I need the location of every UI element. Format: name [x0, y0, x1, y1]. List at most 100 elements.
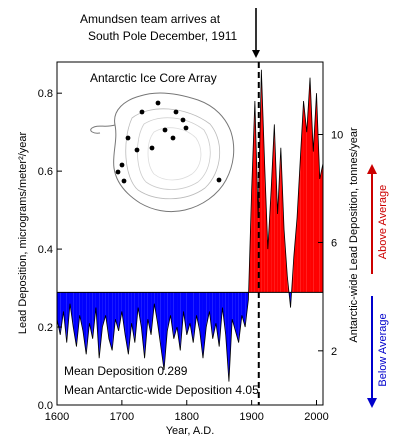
below-average-area [63, 292, 67, 343]
antarctica-outline [113, 92, 235, 213]
below-average-area [241, 292, 246, 328]
below-average-area [144, 292, 148, 359]
below-average-area [99, 292, 103, 359]
y-right-tick-label: 10 [331, 129, 343, 141]
above-average-area [267, 190, 272, 293]
ice-core-site-dot [149, 145, 155, 151]
above-average-label: Above Average [377, 185, 389, 259]
y-axis-left-label: Lead Deposition, micrograms/meter²/year [17, 131, 29, 334]
below-average-area [170, 292, 174, 339]
above-average-area [251, 100, 255, 293]
map-contour-1 [125, 108, 221, 200]
below-average-area [177, 292, 181, 351]
ice-core-site-dot [115, 169, 121, 175]
below-average-area [118, 292, 122, 331]
below-average-area [79, 292, 83, 331]
x-tick-label: 2000 [304, 411, 328, 423]
below-average-area [238, 292, 242, 343]
below-average-area [73, 292, 77, 347]
above-average-area [264, 163, 268, 293]
ice-core-site-dot [173, 109, 179, 115]
mean-deposition-label: Mean Deposition 0.289 [64, 364, 188, 378]
y-axis-left-ticks: 0.0 0.2 0.4 0.6 0.8 [38, 88, 62, 412]
below-average-label: Below Average [377, 313, 389, 386]
below-average-area [212, 292, 216, 339]
below-average-area [199, 292, 203, 359]
above-average-area [274, 124, 278, 293]
y-left-tick-label: 0.6 [38, 166, 53, 178]
below-average-area [206, 292, 210, 328]
below-average-area [82, 292, 87, 355]
ice-core-site-dot [121, 178, 127, 184]
ice-core-site-dot [139, 109, 145, 115]
deposition-line [56, 69, 324, 382]
map-contour-3 [147, 127, 202, 181]
below-average-area [235, 292, 239, 343]
above-average-indicator: Above Average [367, 164, 389, 274]
below-average-area [138, 292, 142, 328]
below-average-area [173, 292, 178, 339]
above-average-area [271, 124, 275, 293]
below-average-area [60, 292, 64, 335]
below-average-area [128, 292, 132, 355]
ice-core-site-dot [170, 135, 176, 141]
ice-core-site-dot [183, 125, 189, 131]
below-average-area [183, 292, 187, 335]
above-average-area [310, 77, 314, 293]
y-left-tick-label: 0.0 [38, 400, 53, 412]
below-average-area [215, 292, 220, 347]
y-left-tick-label: 0.2 [38, 322, 53, 334]
x-axis-ticks: 1600 1700 1800 1900 2000 [45, 400, 329, 423]
event-annotation-line-1: Amundsen team arrives at [80, 12, 221, 26]
x-tick-label: 1600 [45, 411, 69, 423]
below-average-indicator: Below Average [367, 296, 389, 408]
below-average-area [157, 292, 161, 347]
above-average-area [319, 163, 323, 293]
ice-core-map-inset: Antarctic Ice Core Array [90, 71, 235, 213]
below-average-area [131, 292, 135, 343]
above-average-area [306, 77, 311, 293]
above-average-area [293, 217, 298, 293]
plot-frame [56, 61, 324, 406]
above-average-area [316, 93, 320, 293]
below-average-area [105, 292, 109, 339]
y-axis-right-ticks: 2 6 10 [318, 129, 343, 358]
x-tick-label: 1900 [239, 411, 263, 423]
below-average-area [190, 292, 194, 343]
mean-antarctic-label: Mean Antarctic-wide Deposition 4.05 [64, 383, 259, 397]
above-average-area [303, 100, 307, 293]
x-tick-label: 1700 [110, 411, 134, 423]
ice-core-site-dot [216, 177, 222, 183]
ice-core-site-dot [134, 147, 140, 153]
above-average-area [254, 100, 259, 293]
below-average-area [112, 292, 116, 351]
above-average-area [277, 147, 281, 293]
below-average-area [147, 292, 152, 335]
below-average-area [222, 292, 226, 335]
y-left-tick-label: 0.4 [38, 244, 53, 256]
antarctic-peninsula [90, 124, 116, 134]
below-average-area [164, 292, 168, 370]
below-average-area [196, 292, 200, 331]
below-average-area [167, 292, 171, 331]
inset-label: Antarctic Ice Core Array [90, 71, 217, 85]
below-average-area [57, 292, 61, 335]
above-average-area [280, 147, 285, 293]
y-axis-right-label: Antarctic-wide Lead Deposition, tonnes/y… [348, 127, 360, 343]
below-average-area [108, 292, 113, 351]
below-average-area [76, 292, 80, 347]
y-left-tick-label: 0.8 [38, 88, 53, 100]
event-annotation-line-2: South Pole December, 1911 [88, 29, 238, 43]
below-average-area [209, 292, 213, 339]
ice-core-site-dot [180, 117, 186, 123]
ice-core-site-dot [125, 135, 131, 141]
below-average-area [89, 292, 93, 339]
event-annotation-arrowhead [252, 50, 260, 58]
below-average-area [102, 292, 106, 328]
above-average-area [261, 69, 265, 293]
below-average-area [193, 292, 197, 343]
above-average-area [297, 159, 301, 293]
below-average-area [186, 292, 190, 335]
below-average-area [86, 292, 90, 355]
